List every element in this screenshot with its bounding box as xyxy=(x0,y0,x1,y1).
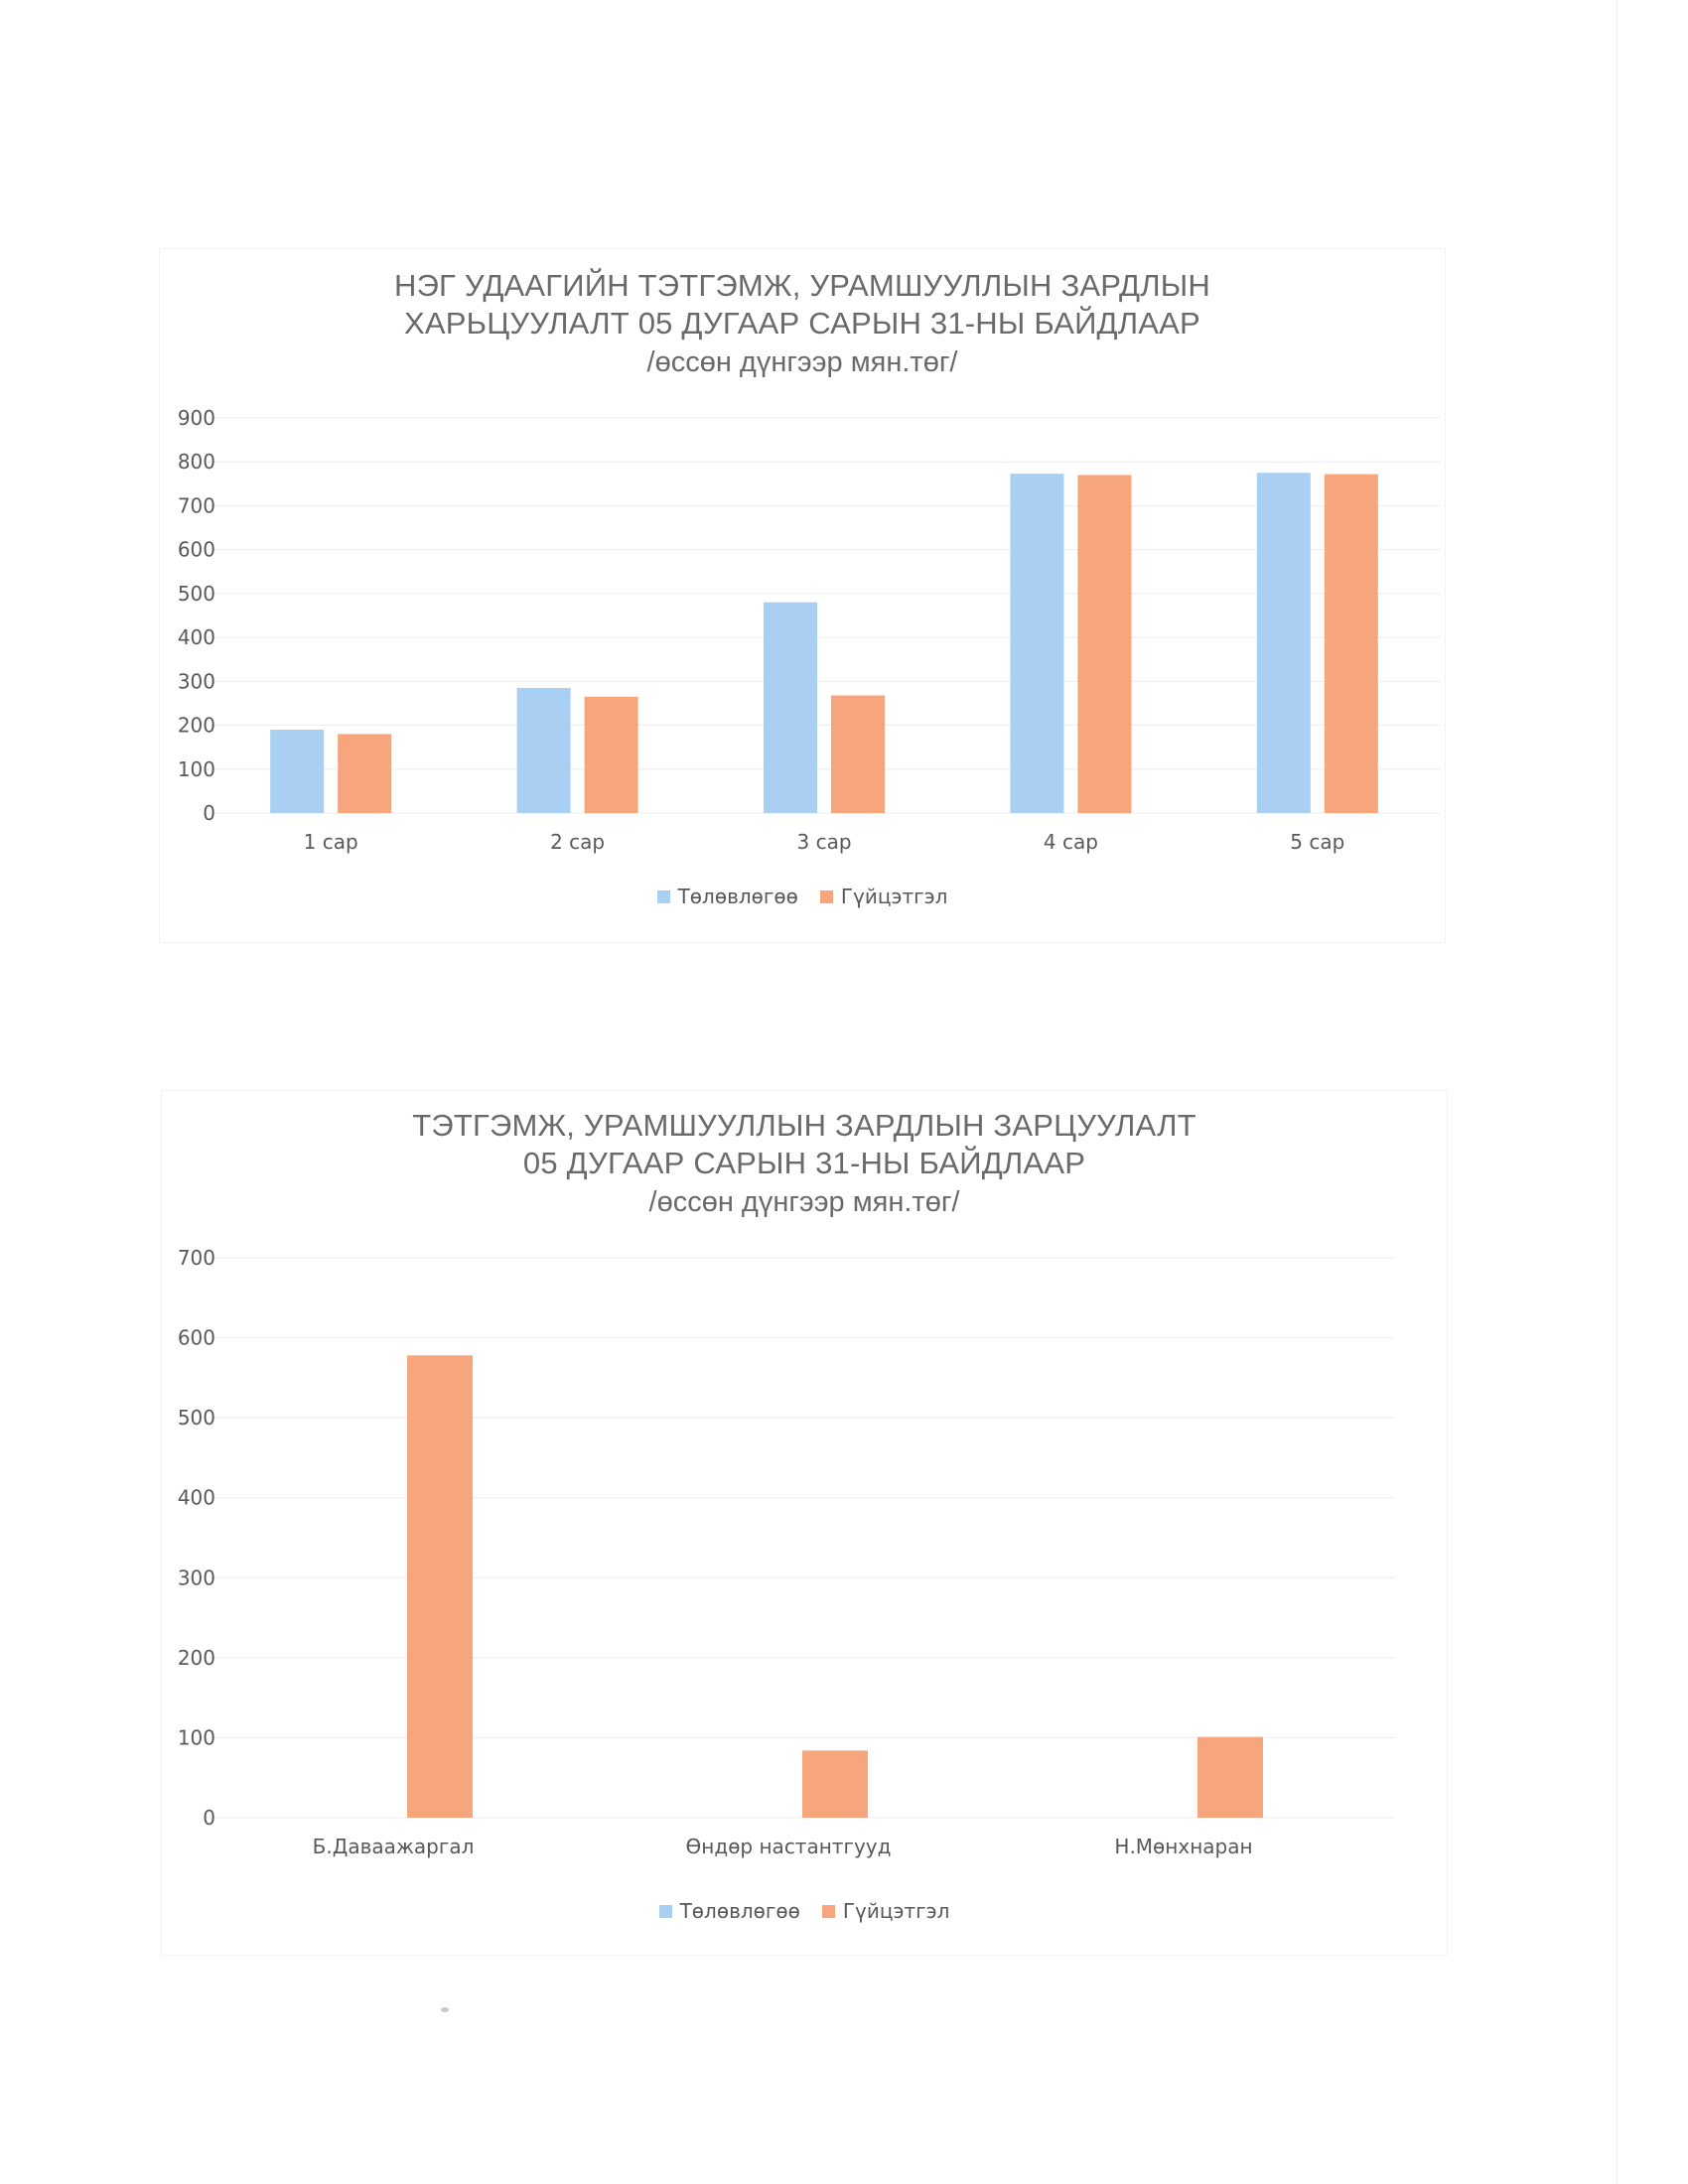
legend-item-actual: Гүйцэтгэл xyxy=(821,1899,950,1923)
y-tick-label: 0 xyxy=(203,1806,215,1830)
bar-plan xyxy=(764,602,817,813)
chart-title-line-2: ХАРЬЦУУЛАЛТ 05 ДУГААР САРЫН 31-НЫ БАЙДЛА… xyxy=(404,306,1200,341)
y-tick-label: 400 xyxy=(178,625,215,649)
bar-chart-2: 0 100 200 300 400 500 600 700 Б.Даваажаргал Өндөр… xyxy=(178,1246,1395,1858)
y-tick-label: 700 xyxy=(178,493,215,517)
legend-swatch-plan xyxy=(656,889,670,903)
y-tick-label: 400 xyxy=(178,1486,215,1510)
y-tick-label: 600 xyxy=(178,1326,215,1350)
bar-actual xyxy=(338,734,392,813)
chart-legend-1: Төлөвлөгөө Гүйцэтгэл xyxy=(160,885,1445,908)
y-tick-label: 500 xyxy=(178,1406,215,1430)
x-category-label: Б.Даваажаргал xyxy=(313,1835,475,1858)
bar-actual xyxy=(407,1355,473,1818)
x-category-label: 4 сар xyxy=(1044,830,1098,854)
x-category-label: 5 сар xyxy=(1290,830,1344,854)
y-tick-label: 200 xyxy=(178,1646,215,1670)
y-tick-label: 300 xyxy=(178,669,215,693)
x-category-label: Өндөр настантгууд xyxy=(686,1835,892,1858)
chart-subtitle: /өссөн дүнгээр мян.төг/ xyxy=(648,1186,960,1218)
legend-label-plan: Төлөвлөгөө xyxy=(679,1899,800,1923)
bar-plan xyxy=(1256,473,1311,813)
bar-plan xyxy=(270,729,325,813)
chart-title-line-1: НЭГ УДААГИЙН ТЭТГЭМЖ, УРАМШУУЛЛЫН ЗАРДЛЫ… xyxy=(393,268,1211,303)
legend-swatch-actual xyxy=(819,889,833,903)
y-tick-label: 600 xyxy=(178,538,215,562)
chart-title-line-2: 05 ДУГААР САРЫН 31-НЫ БАЙДЛААР xyxy=(522,1146,1086,1180)
legend-label-actual: Гүйцэтгэл xyxy=(842,1899,950,1923)
bar-plan xyxy=(516,687,571,813)
scan-speck xyxy=(441,2007,449,2012)
y-tick-label: 200 xyxy=(178,714,215,738)
y-tick-label: 800 xyxy=(178,450,215,474)
y-tick-label: 100 xyxy=(178,757,215,781)
bar-actual xyxy=(831,695,885,813)
x-category-label: 1 сар xyxy=(304,830,358,854)
y-tick-label: 900 xyxy=(178,406,215,430)
x-category-label: 2 сар xyxy=(550,830,605,854)
bar-chart-1: 0 100 200 300 400 500 600 700 800 900 1 сар 2 сар 3 … xyxy=(178,406,1441,854)
bar-actual xyxy=(1324,474,1378,813)
legend-label-actual: Гүйцэтгэл xyxy=(840,885,948,908)
chart-legend-2: Төлөвлөгөө Гүйцэтгэл xyxy=(162,1899,1447,1923)
bar-actual xyxy=(1077,475,1132,813)
bar-actual xyxy=(802,1750,868,1818)
bar-actual xyxy=(1197,1736,1263,1818)
bar-actual xyxy=(584,696,638,813)
legend-item-plan: Төлөвлөгөө xyxy=(656,885,798,908)
legend-label-plan: Төлөвлөгөө xyxy=(677,885,798,908)
chart-panel-2: ТЭТГЭМЖ, УРАМШУУЛЛЫН ЗАРДЛЫН ЗАРЦУУЛАЛТ … xyxy=(161,1090,1448,1956)
y-tick-label: 0 xyxy=(203,801,215,825)
legend-swatch-plan xyxy=(658,1904,672,1918)
chart-subtitle: /өссөн дүнгээр мян.төг/ xyxy=(646,346,958,378)
y-tick-label: 700 xyxy=(178,1246,215,1270)
x-category-label: Н.Мөнхнаран xyxy=(1114,1835,1252,1858)
y-tick-label: 100 xyxy=(178,1725,215,1749)
chart-panel-1: НЭГ УДААГИЙН ТЭТГЭМЖ, УРАМШУУЛЛЫН ЗАРДЛЫ… xyxy=(159,248,1446,943)
legend-swatch-actual xyxy=(821,1904,835,1918)
scan-page-edge xyxy=(1617,0,1618,2184)
y-tick-label: 300 xyxy=(178,1566,215,1589)
x-category-label: 3 сар xyxy=(796,830,851,854)
y-tick-label: 500 xyxy=(178,582,215,606)
legend-item-actual: Гүйцэтгэл xyxy=(819,885,948,908)
bar-plan xyxy=(1010,474,1064,813)
legend-item-plan: Төлөвлөгөө xyxy=(658,1899,800,1923)
chart-title-line-1: ТЭТГЭМЖ, УРАМШУУЛЛЫН ЗАРДЛЫН ЗАРЦУУЛАЛТ xyxy=(412,1108,1196,1143)
